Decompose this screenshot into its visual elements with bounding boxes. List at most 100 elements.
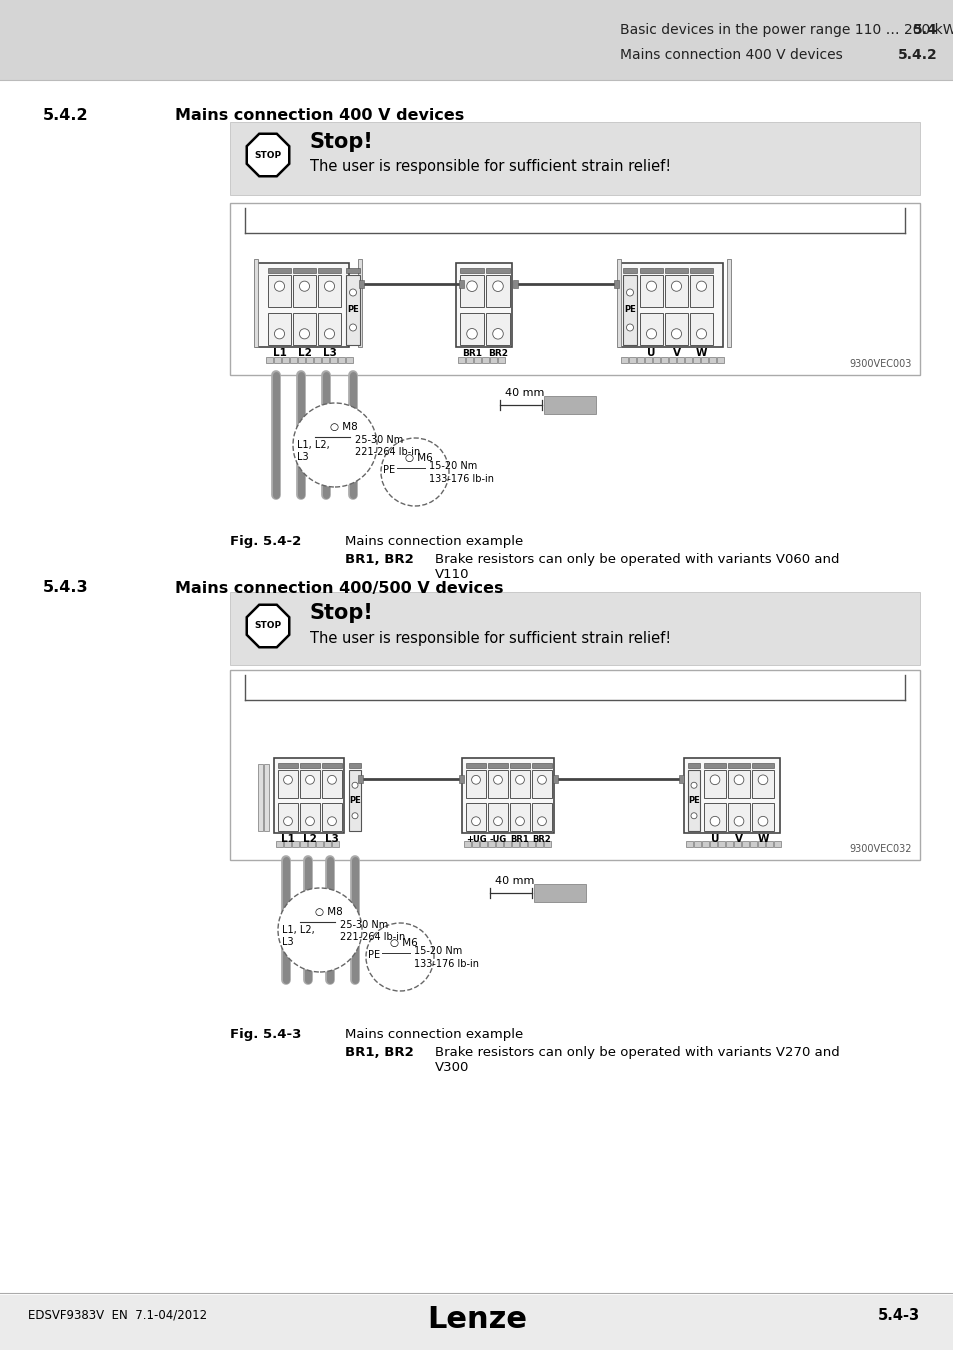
Bar: [620, 356, 627, 363]
Text: Lenze: Lenze: [427, 1305, 526, 1335]
Text: The user is responsible for sufficient strain relief!: The user is responsible for sufficient s…: [310, 632, 670, 647]
Bar: [479, 841, 486, 846]
Bar: [292, 841, 298, 846]
Bar: [268, 269, 291, 273]
Circle shape: [709, 817, 720, 826]
Text: BR2: BR2: [488, 348, 507, 358]
Bar: [497, 356, 504, 363]
Bar: [727, 803, 749, 832]
Bar: [290, 356, 296, 363]
Circle shape: [626, 324, 633, 331]
Text: The user is responsible for sufficient strain relief!: The user is responsible for sufficient s…: [310, 159, 670, 174]
Bar: [727, 763, 749, 768]
Circle shape: [349, 289, 356, 296]
Bar: [679, 775, 683, 783]
Text: W: W: [757, 834, 768, 844]
Text: Mains connection 400 V devices: Mains connection 400 V devices: [619, 49, 841, 62]
Bar: [332, 841, 338, 846]
Bar: [617, 259, 620, 347]
Text: Brake resistors can only be operated with variants V060 and
V110: Brake resistors can only be operated wit…: [435, 554, 839, 580]
Circle shape: [471, 775, 480, 784]
Bar: [751, 769, 773, 798]
Bar: [268, 275, 291, 306]
Circle shape: [277, 888, 361, 972]
Circle shape: [492, 281, 503, 292]
Bar: [461, 757, 554, 833]
Bar: [689, 275, 712, 306]
Bar: [317, 269, 340, 273]
Bar: [317, 275, 340, 306]
Bar: [519, 841, 526, 846]
Bar: [639, 313, 662, 346]
Bar: [639, 269, 662, 273]
Bar: [322, 769, 341, 798]
Bar: [644, 356, 651, 363]
Text: ○ M8: ○ M8: [330, 423, 357, 432]
Bar: [299, 763, 319, 768]
Text: 5.4: 5.4: [912, 23, 937, 36]
Text: L3: L3: [296, 452, 309, 462]
Bar: [485, 269, 510, 273]
Bar: [725, 841, 732, 846]
Bar: [693, 841, 700, 846]
Bar: [751, 803, 773, 832]
Bar: [255, 263, 349, 347]
Circle shape: [327, 817, 336, 826]
Text: BR1: BR1: [461, 348, 481, 358]
Text: L1: L1: [273, 348, 286, 358]
Text: STOP: STOP: [254, 150, 281, 159]
Circle shape: [466, 281, 476, 292]
Circle shape: [696, 329, 706, 339]
Bar: [532, 803, 552, 832]
Circle shape: [283, 817, 292, 826]
Circle shape: [327, 775, 336, 784]
Bar: [230, 122, 919, 194]
Text: L1, L2,: L1, L2,: [282, 925, 314, 936]
Bar: [687, 763, 700, 768]
Bar: [668, 356, 676, 363]
Bar: [230, 670, 919, 860]
Bar: [512, 841, 518, 846]
Bar: [284, 841, 291, 846]
Text: Stop!: Stop!: [310, 132, 374, 153]
Bar: [297, 356, 305, 363]
Bar: [314, 356, 320, 363]
Bar: [664, 269, 687, 273]
Text: PE: PE: [349, 796, 360, 805]
Bar: [322, 803, 341, 832]
Circle shape: [515, 817, 524, 826]
Bar: [543, 841, 551, 846]
Circle shape: [492, 328, 503, 339]
Bar: [488, 763, 507, 768]
Bar: [349, 763, 360, 768]
Bar: [346, 356, 353, 363]
Bar: [503, 841, 511, 846]
Circle shape: [671, 281, 680, 292]
Text: 15-20 Nm: 15-20 Nm: [414, 946, 462, 956]
Bar: [459, 269, 483, 273]
Text: 9300VEC003: 9300VEC003: [849, 359, 911, 369]
Text: 5.4.2: 5.4.2: [43, 108, 89, 123]
Bar: [718, 841, 724, 846]
Bar: [465, 356, 473, 363]
Bar: [532, 769, 552, 798]
Circle shape: [626, 289, 633, 296]
Bar: [527, 841, 535, 846]
Text: -UG: -UG: [489, 834, 506, 844]
Bar: [513, 279, 517, 288]
Bar: [637, 356, 643, 363]
Bar: [700, 356, 707, 363]
Text: STOP: STOP: [254, 621, 281, 630]
Text: L3: L3: [282, 937, 294, 946]
Bar: [293, 269, 315, 273]
Bar: [751, 763, 773, 768]
Circle shape: [493, 775, 502, 784]
Bar: [465, 803, 485, 832]
Bar: [536, 841, 542, 846]
Text: 25-30 Nm: 25-30 Nm: [339, 919, 388, 930]
Bar: [689, 269, 712, 273]
Bar: [490, 356, 497, 363]
Text: BR2: BR2: [532, 834, 551, 844]
Bar: [277, 763, 297, 768]
Text: PE: PE: [623, 305, 636, 315]
